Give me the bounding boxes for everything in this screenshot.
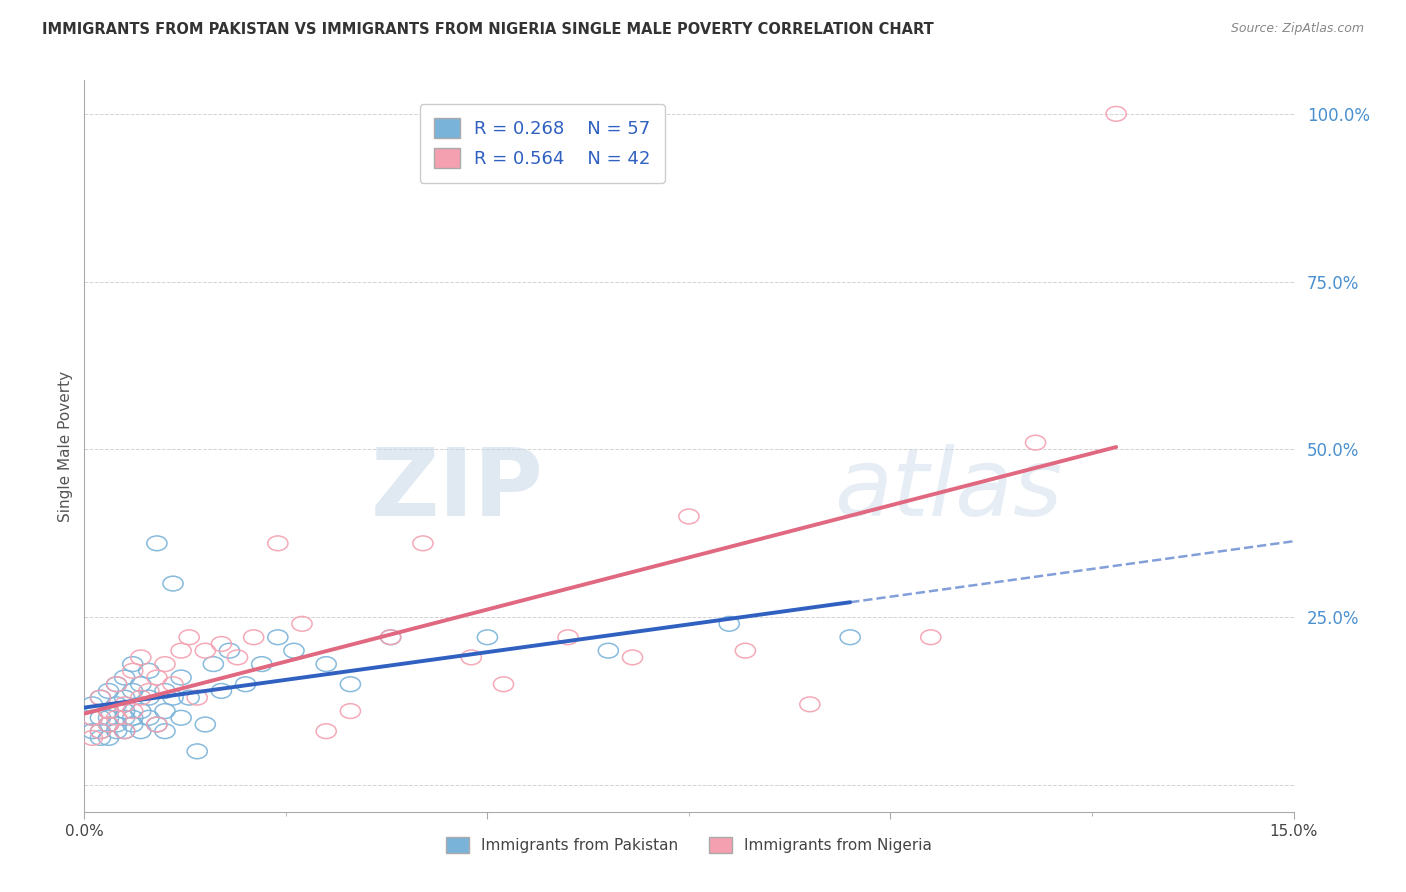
Text: IMMIGRANTS FROM PAKISTAN VS IMMIGRANTS FROM NIGERIA SINGLE MALE POVERTY CORRELAT: IMMIGRANTS FROM PAKISTAN VS IMMIGRANTS F… (42, 22, 934, 37)
Text: atlas: atlas (834, 444, 1063, 535)
Y-axis label: Single Male Poverty: Single Male Poverty (58, 370, 73, 522)
Text: Source: ZipAtlas.com: Source: ZipAtlas.com (1230, 22, 1364, 36)
Legend: Immigrants from Pakistan, Immigrants from Nigeria: Immigrants from Pakistan, Immigrants fro… (440, 830, 938, 859)
Text: ZIP: ZIP (371, 444, 544, 536)
